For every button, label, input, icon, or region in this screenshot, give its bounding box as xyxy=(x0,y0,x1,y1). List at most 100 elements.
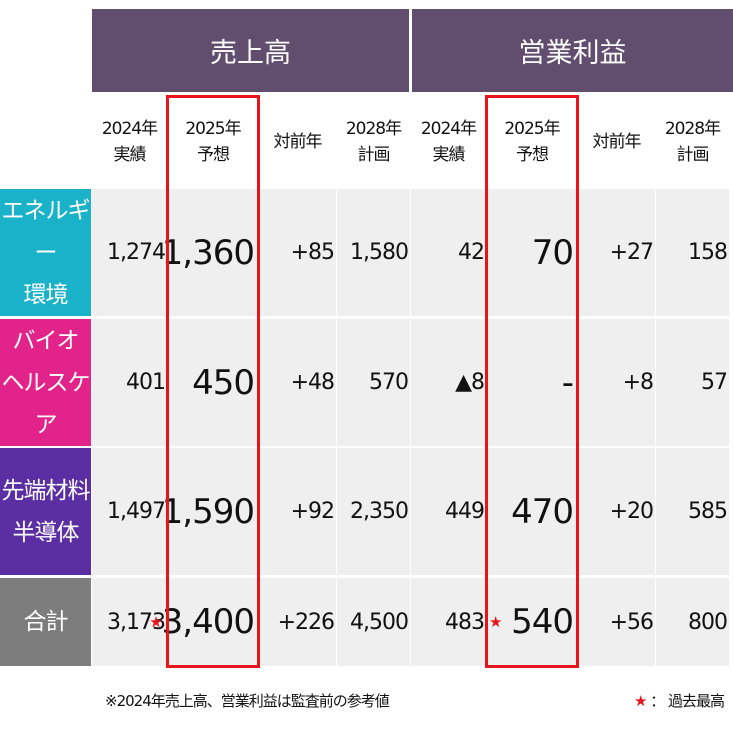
column-header-line: 2025年 xyxy=(185,119,241,139)
table-cell: 57 xyxy=(656,319,729,446)
column-header-line: 計画 xyxy=(676,145,710,165)
table-cell: ★ 540 xyxy=(487,578,577,666)
cell-value: 540 xyxy=(511,602,574,642)
table-cell: 42 xyxy=(411,189,486,316)
table-cell: - xyxy=(487,319,577,446)
cell-value: 158 xyxy=(688,240,728,265)
cell-value: 585 xyxy=(688,499,728,524)
cell-value: 70 xyxy=(531,232,574,273)
footnote: ※2024年売上高、営業利益は監査前の参考値 xyxy=(105,692,390,710)
table-cell: ▲8 xyxy=(411,319,486,446)
table-cell: 1,360 xyxy=(162,189,258,316)
cell-value: 800 xyxy=(688,609,728,635)
table-cell: 2,350 xyxy=(337,448,410,575)
table-cell: +27 xyxy=(578,189,655,316)
table-cell: +56 xyxy=(578,578,655,666)
cell-value: 449 xyxy=(445,499,485,524)
table-cell: +85 xyxy=(259,189,336,316)
column-header-line: 2025年 xyxy=(504,119,560,139)
row-label-1: バイオ ヘルスケア xyxy=(0,319,91,446)
cell-value: +92 xyxy=(290,499,335,524)
column-header-line: 対前年 xyxy=(273,132,323,152)
column-header-4: 2024年実績 xyxy=(411,97,486,187)
row-label-0: エネルギー 環境 xyxy=(0,189,91,316)
column-header-line: 2028年 xyxy=(345,119,402,139)
cell-value: 42 xyxy=(458,240,485,265)
row-label-2: 先端材料 半導体 xyxy=(0,448,91,575)
table-cell: +48 xyxy=(259,319,336,446)
cell-value: +56 xyxy=(609,609,654,635)
legend-text: ： 過去最高 xyxy=(650,692,725,710)
column-header-line: 2024年 xyxy=(420,119,477,139)
table-cell: 483 xyxy=(411,578,486,666)
table-cell: 70 xyxy=(487,189,577,316)
legend: ★ ： 過去最高 xyxy=(634,690,725,711)
row-label-3: 合計 xyxy=(0,578,91,666)
column-header-line: 計画 xyxy=(357,145,391,165)
table-cell: 158 xyxy=(656,189,729,316)
column-header-line: 2028年 xyxy=(664,119,721,139)
column-header-5: 2025年予想 xyxy=(487,97,577,187)
cell-value: 2,350 xyxy=(350,499,409,524)
cell-value: ▲8 xyxy=(455,370,485,395)
table-cell: +92 xyxy=(259,448,336,575)
row-label-line: 環境 xyxy=(23,281,69,308)
table-cell: 1,590 xyxy=(162,448,258,575)
table-cell: 800 xyxy=(656,578,729,666)
record-star-icon: ★ xyxy=(149,613,162,631)
row-label-line: エネルギー xyxy=(1,197,91,266)
cell-value: 470 xyxy=(511,491,574,532)
cell-value: 3,173 xyxy=(107,609,166,635)
cell-value: 1,590 xyxy=(161,491,255,532)
column-header-0: 2024年 実績 xyxy=(92,97,167,187)
table-cell: 4,500 xyxy=(337,578,410,666)
table-cell: 3,173 xyxy=(92,578,167,666)
legend-star-icon: ★ xyxy=(634,692,647,710)
cell-value: +8 xyxy=(622,370,654,395)
cell-value: +20 xyxy=(609,499,654,524)
table-cell: 585 xyxy=(656,448,729,575)
cell-value: 1,580 xyxy=(350,240,409,265)
row-label-line: 半導体 xyxy=(12,519,80,546)
forecast-highlight-0 xyxy=(166,95,260,668)
cell-value: 1,274 xyxy=(107,240,166,265)
table-cell: 470 xyxy=(487,448,577,575)
column-header-6: 対前年 xyxy=(578,97,655,187)
table-cell: 401 xyxy=(92,319,167,446)
table-cell: +20 xyxy=(578,448,655,575)
column-header-line: 予想 xyxy=(516,145,549,165)
row-label-line: ヘルスケア xyxy=(1,369,91,438)
table-cell: +226 xyxy=(259,578,336,666)
table-cell: +8 xyxy=(578,319,655,446)
column-header-line: 実績 xyxy=(113,145,147,165)
forecast-highlight-1 xyxy=(485,95,579,668)
cell-value: 1,497 xyxy=(107,499,166,524)
column-header-7: 2028年計画 xyxy=(656,97,729,187)
table-cell: ★ 3,400 xyxy=(149,578,258,666)
column-header-1: 2025年予想 xyxy=(168,97,258,187)
table-cell: 570 xyxy=(337,319,410,446)
column-header-line: 予想 xyxy=(197,145,230,165)
row-label-line: 合計 xyxy=(23,609,69,635)
cell-value: 3,400 xyxy=(161,602,255,642)
record-star-icon: ★ xyxy=(489,613,502,631)
column-header-2: 対前年 xyxy=(259,97,336,187)
cell-value: - xyxy=(561,362,574,403)
table-cell: 1,497 xyxy=(92,448,167,575)
column-header-line: 実績 xyxy=(432,145,466,165)
row-label-line: バイオ xyxy=(12,327,80,354)
table-cell: 450 xyxy=(168,319,258,446)
row-label-line: 先端材料 xyxy=(1,477,91,504)
cell-value: +48 xyxy=(290,370,335,395)
table-cell: 449 xyxy=(411,448,486,575)
cell-value: 57 xyxy=(701,370,728,395)
cell-value: 1,360 xyxy=(161,232,255,273)
column-header-line: 対前年 xyxy=(592,132,642,152)
column-header-3: 2028年計画 xyxy=(337,97,410,187)
cell-value: +85 xyxy=(290,240,335,265)
cell-value: +226 xyxy=(277,609,335,635)
cell-value: 483 xyxy=(445,609,485,635)
group-header-1: 営業利益 xyxy=(412,9,733,92)
table-cell: 1,274 xyxy=(92,189,167,316)
cell-value: 570 xyxy=(369,370,409,395)
